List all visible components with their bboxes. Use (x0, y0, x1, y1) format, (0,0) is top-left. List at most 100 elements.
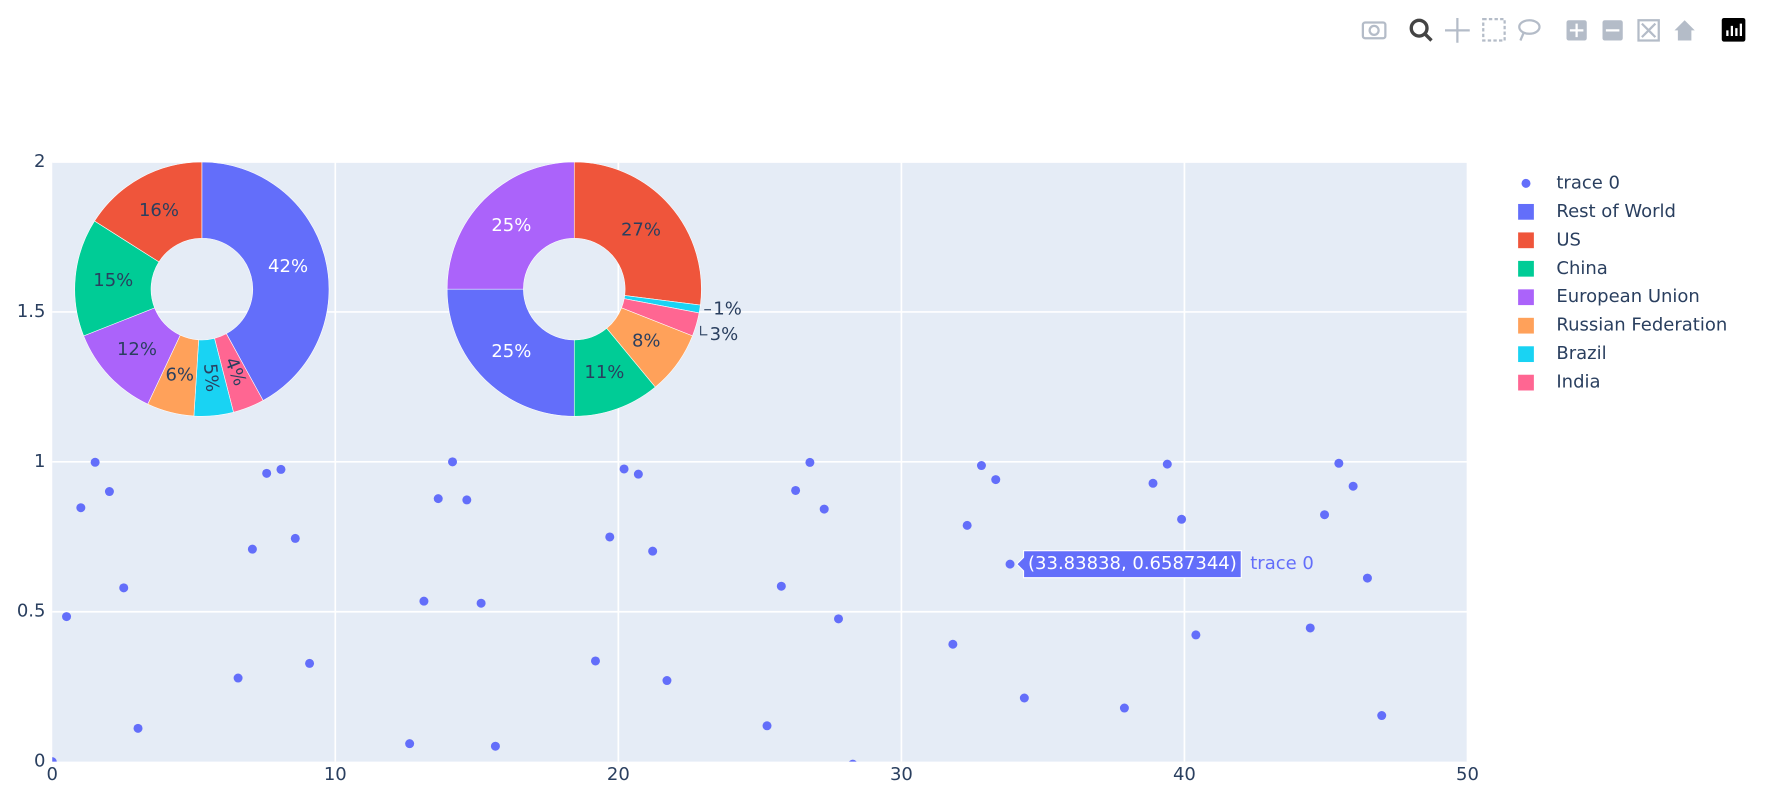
x-tick-label: 0 (47, 764, 58, 785)
scatter-point (976, 461, 986, 471)
zoom-in-button[interactable] (1566, 20, 1587, 41)
grid: 00.511.520 10 20 30 40 50 (17, 151, 1479, 785)
x-tick-label: 50 (1456, 764, 1479, 785)
scatter-point (405, 739, 415, 749)
legend-marker (1518, 317, 1534, 334)
hover-box (1016, 550, 1242, 579)
pie-layer: 42%4%5%6%12%15%16%27%1%3%8%11%25%25% (74, 161, 742, 417)
y-tick-label: 1.5 (17, 301, 46, 322)
scatter-point (419, 596, 429, 606)
scatter-point (762, 721, 772, 731)
zoom-button[interactable] (1409, 18, 1433, 42)
legend-label: trace 0 (1556, 172, 1620, 193)
scatter-point (276, 464, 286, 474)
pie-label: 16% (139, 200, 179, 221)
scatter-point (1019, 693, 1029, 703)
scatter-point (605, 532, 615, 542)
scatter-point (262, 468, 272, 478)
scatter-point (1119, 703, 1129, 713)
legend-label: Brazil (1556, 343, 1606, 364)
scatter-point (1320, 510, 1330, 520)
scatter-point (233, 673, 243, 683)
scatter-point (1362, 573, 1372, 583)
scatter-point (1377, 711, 1387, 721)
legend-label: India (1556, 372, 1600, 393)
scatter-point (662, 676, 672, 686)
scatter-point (776, 581, 786, 591)
reset-button[interactable] (1674, 20, 1695, 41)
scatter-point (1334, 458, 1344, 468)
scatter-point (633, 469, 643, 479)
scatter-point (290, 533, 300, 543)
autoscale-button[interactable] (1637, 19, 1660, 42)
scatter-point (1191, 630, 1201, 640)
legend-marker (1521, 178, 1531, 188)
scatter-point (247, 544, 257, 554)
pan-button[interactable] (1445, 18, 1470, 43)
hover-text: (33.83838, 0.6587344) (1028, 553, 1237, 574)
scatter-point (133, 723, 143, 733)
scatter-point (52, 757, 57, 762)
hover-label: (33.83838, 0.6587344) trace 0 (1016, 550, 1314, 579)
legend-marker (1518, 232, 1534, 249)
legend-marker (1518, 374, 1534, 391)
legend-marker (1518, 203, 1534, 220)
pie-label: 5% (199, 362, 223, 392)
scatter-point (119, 583, 129, 593)
scatter-point (1348, 481, 1358, 491)
scatter-point (305, 658, 315, 668)
scatter-point (805, 457, 815, 467)
legend: trace 0 Rest of World US China European Unio… (1518, 172, 1727, 393)
camera-button[interactable] (1361, 21, 1387, 40)
y-tick-label: 0.5 (17, 601, 46, 622)
pie-leader-line (700, 325, 708, 336)
scatter-point (476, 598, 486, 608)
legend-label: European Union (1556, 286, 1699, 307)
legend-marker (1518, 260, 1534, 277)
legend-label: China (1556, 258, 1607, 279)
scatter-point (1162, 459, 1172, 469)
lasso-button[interactable] (1518, 19, 1541, 41)
x-tick-label: 30 (890, 764, 913, 785)
y-tick-label: 1 (34, 451, 45, 472)
x-tick-label: 10 (324, 764, 347, 785)
scatter-point (104, 487, 114, 497)
zoom-out-button[interactable] (1602, 20, 1623, 41)
x-tick-label: 20 (607, 764, 630, 785)
scatter-point (791, 485, 801, 495)
modebar (1361, 18, 1746, 43)
scatter-point (849, 759, 857, 762)
scatter-point (590, 656, 600, 666)
pie-slice (201, 161, 330, 401)
scatter-point (1177, 514, 1187, 524)
legend-label: Rest of World (1556, 201, 1676, 222)
pie-label: 8% (632, 330, 661, 351)
scatter-point (962, 520, 972, 530)
scatter-point (490, 741, 500, 751)
scatter-point (1305, 623, 1315, 633)
legend-marker (1518, 346, 1534, 363)
hover-trace-name: trace 0 (1250, 553, 1314, 574)
pie-label: 25% (491, 215, 531, 236)
box-select-button[interactable] (1482, 18, 1506, 42)
pie-label: 15% (93, 270, 133, 291)
scatter-point (1148, 478, 1158, 488)
pie-label: 6% (165, 364, 194, 385)
pie-slice (446, 288, 575, 417)
scatter-point (462, 495, 472, 505)
x-tick-label: 40 (1173, 764, 1196, 785)
pie-label: 25% (491, 341, 531, 362)
pie-slice (573, 161, 702, 306)
pie-label: 11% (584, 362, 624, 383)
scatter-point (90, 457, 100, 467)
scatter-point (433, 494, 443, 504)
scatter-point (62, 612, 72, 622)
y-tick-label: 2 (34, 151, 45, 172)
scatter-layer (52, 457, 1387, 762)
scatter-point (834, 614, 844, 624)
pie-label: 27% (621, 219, 661, 240)
y-tick-label: 0 (34, 751, 45, 772)
plotly-logo[interactable] (1721, 18, 1746, 42)
scatter-point (619, 464, 629, 474)
